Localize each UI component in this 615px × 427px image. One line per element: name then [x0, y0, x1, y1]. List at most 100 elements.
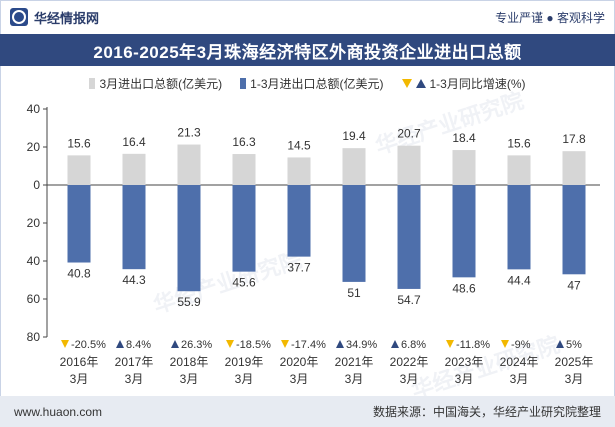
bar-ytd-label: 55.9: [177, 295, 201, 309]
x-tick-label-year: 2021年: [335, 355, 374, 369]
growth-up-marker: [336, 340, 344, 348]
legend-swatch-gray: [89, 77, 96, 89]
y-tick-label: 60: [27, 292, 41, 306]
x-tick-label-year: 2025年: [555, 355, 594, 369]
x-tick-label-year: 2017年: [115, 355, 154, 369]
bar-march-label: 17.8: [562, 132, 586, 146]
bar-ytd: [232, 185, 256, 272]
footer: www.huaon.com 数据来源：中国海关，华经产业研究院整理: [0, 396, 615, 427]
y-tick-label: 40: [27, 254, 41, 268]
growth-label: -9%: [511, 339, 531, 351]
bar-ytd: [122, 185, 146, 270]
bar-ytd: [562, 185, 586, 275]
legend-label-ytd: 1-3月进出口总额(亿美元): [250, 76, 384, 91]
y-tick-label: 0: [33, 178, 40, 192]
tagline: 专业严谨 ● 客观科学: [495, 10, 605, 25]
growth-up-marker: [391, 340, 399, 348]
growth-down-marker: [446, 340, 454, 348]
bar-march: [452, 150, 476, 185]
bar-march-label: 18.4: [452, 131, 476, 145]
x-tick-label-month: 3月: [400, 372, 419, 386]
growth-label: -17.4%: [291, 339, 326, 351]
bar-march: [177, 144, 201, 185]
growth-label: 34.9%: [346, 339, 377, 351]
x-tick-label-month: 3月: [345, 372, 364, 386]
chart-title: 2016-2025年3月珠海经济特区外商投资企业进出口总额: [0, 34, 615, 66]
bar-ytd-label: 37.7: [287, 261, 311, 275]
x-tick-label-month: 3月: [70, 372, 89, 386]
y-tick-label: 20: [27, 140, 41, 154]
bar-ytd: [177, 185, 201, 292]
growth-label: 6.8%: [401, 339, 426, 351]
bar-ytd-label: 48.6: [452, 281, 476, 295]
bar-march: [507, 155, 531, 185]
bar-march: [122, 153, 146, 185]
bar-march-label: 16.4: [122, 135, 146, 149]
growth-up-marker: [171, 340, 179, 348]
triangle-down-icon: [401, 78, 412, 88]
bar-march-label: 15.6: [507, 136, 531, 150]
triangle-up-icon: [415, 78, 426, 88]
growth-up-marker: [556, 340, 564, 348]
footer-url[interactable]: www.huaon.com: [14, 404, 103, 419]
x-tick-label-year: 2023年: [445, 355, 484, 369]
bar-ytd: [452, 185, 476, 278]
bar-march: [67, 155, 91, 185]
growth-label: -11.8%: [456, 339, 490, 351]
x-tick-label-year: 2019年: [225, 355, 264, 369]
bar-march: [342, 148, 366, 185]
growth-up-marker: [116, 340, 124, 348]
x-tick-label-month: 3月: [290, 372, 309, 386]
x-tick-label-month: 3月: [455, 372, 474, 386]
growth-label: 8.4%: [126, 339, 151, 351]
site-name: 华经情报网: [34, 10, 100, 26]
x-tick-label-year: 2022年: [390, 355, 429, 369]
legend-label-growth: 1-3月同比增速(%): [429, 76, 526, 91]
bar-march: [562, 151, 586, 185]
growth-down-marker: [281, 340, 289, 348]
legend-swatch-blue: [240, 77, 247, 89]
bar-chart: 40 20 0 20 40 60 80 15.6 40.8 -20.5% 2016年 3月 16.4 44…: [27, 102, 600, 386]
growth-label: 26.3%: [181, 339, 212, 351]
bar-ytd-label: 40.8: [67, 267, 91, 281]
x-tick-label-month: 3月: [510, 372, 529, 386]
x-tick-label-month: 3月: [235, 372, 254, 386]
bar-ytd-label: 51: [347, 286, 361, 300]
bar-ytd-label: 47: [567, 278, 581, 292]
x-tick-label-month: 3月: [125, 372, 144, 386]
growth-down-marker: [61, 340, 69, 348]
bar-ytd-label: 45.6: [232, 276, 256, 290]
bar-ytd: [397, 185, 421, 289]
growth-down-marker: [226, 340, 234, 348]
bar-ytd-label: 44.4: [507, 273, 531, 287]
bar-march-label: 14.5: [287, 138, 311, 152]
x-tick-label-month: 3月: [180, 372, 199, 386]
bar-march-label: 16.3: [232, 135, 256, 149]
bar-ytd-label: 44.3: [122, 273, 146, 287]
chart-legend: 3月进出口总额(亿美元) 1-3月进出口总额(亿美元) 1-3月同比增速(%): [0, 72, 615, 94]
top-bar: 华经情报网 专业严谨 ● 客观科学: [0, 0, 615, 34]
y-tick-label: 40: [27, 102, 41, 116]
y-tick-label: 80: [27, 330, 41, 344]
footer-source: 数据来源：中国海关，华经产业研究院整理: [372, 405, 601, 419]
x-tick-label-year: 2016年: [60, 355, 99, 369]
bar-ytd: [342, 185, 366, 282]
brand[interactable]: 华经情报网: [10, 8, 99, 27]
growth-down-marker: [501, 340, 509, 348]
bar-march-label: 21.3: [177, 126, 201, 140]
bar-march-label: 19.4: [342, 129, 366, 143]
legend-item-growth: 1-3月同比增速(%): [401, 75, 526, 92]
bar-march-label: 15.6: [67, 136, 91, 150]
bar-march: [287, 157, 311, 185]
logo-icon: [10, 8, 28, 26]
bar-ytd: [507, 185, 531, 270]
bar-ytd: [287, 185, 311, 257]
bar-ytd: [67, 185, 91, 263]
bar-march-label: 20.7: [397, 127, 421, 141]
bar-march: [232, 154, 256, 185]
legend-item-march: 3月进出口总额(亿美元): [89, 75, 222, 92]
x-tick-label-year: 2020年: [280, 355, 319, 369]
x-tick-label-year: 2024年: [500, 355, 539, 369]
legend-label-march: 3月进出口总额(亿美元): [99, 76, 223, 91]
x-tick-label-year: 2018年: [170, 355, 209, 369]
